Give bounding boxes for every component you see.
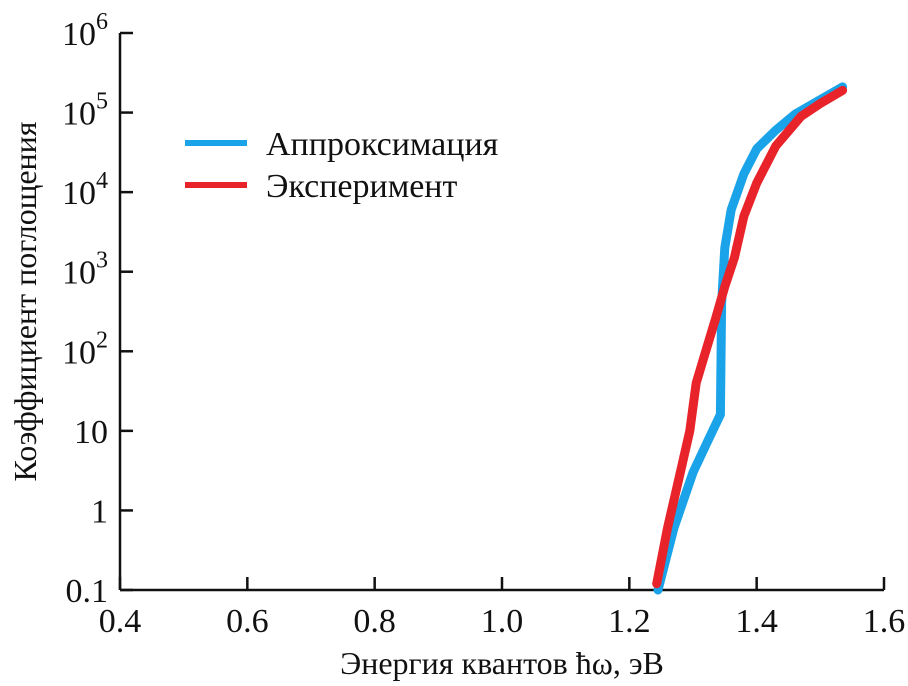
x-tick-label: 0.6 bbox=[226, 603, 269, 640]
y-tick-base: 10 bbox=[62, 255, 96, 292]
y-tick-label: 106 bbox=[62, 9, 108, 53]
y-tick-label: 103 bbox=[62, 248, 108, 292]
y-tick-label: 104 bbox=[62, 168, 108, 212]
series-layer bbox=[652, 82, 848, 595]
y-tick-exponent: 6 bbox=[96, 9, 108, 35]
x-tick-label: 1.4 bbox=[735, 603, 778, 640]
x-tick-label: 1.6 bbox=[863, 603, 906, 640]
series-line-2 bbox=[652, 85, 848, 589]
y-tick-base: 10 bbox=[74, 414, 108, 451]
y-tick-base: 10 bbox=[62, 334, 96, 371]
y-tick-label: 10 bbox=[74, 414, 108, 451]
y-tick-base: 10 bbox=[62, 16, 96, 53]
y-tick-label: 1 bbox=[91, 493, 108, 530]
axes bbox=[118, 33, 884, 592]
y-tick-exponent: 3 bbox=[96, 248, 108, 274]
y-tick-exponent: 5 bbox=[96, 89, 108, 115]
y-tick-exponent: 4 bbox=[96, 168, 108, 194]
legend: Аппроксимация Эксперимент bbox=[185, 126, 499, 205]
y-tick-base: 10 bbox=[62, 175, 96, 212]
y-tick-base: 10 bbox=[62, 96, 96, 133]
y-tick-label: 105 bbox=[62, 89, 108, 133]
series-line-1 bbox=[653, 82, 848, 595]
y-axis-label: Коэффициент поглощения bbox=[7, 121, 43, 481]
x-tick-label: 0.8 bbox=[353, 603, 396, 640]
x-ticks: 0.4 0.6 0.8 1.0 1.2 1.4 1.6 bbox=[99, 577, 906, 640]
x-tick-label: 0.4 bbox=[99, 603, 142, 640]
legend-label: Эксперимент bbox=[266, 168, 457, 205]
y-tick-exponent: 2 bbox=[96, 327, 108, 353]
y-tick-label: 102 bbox=[62, 327, 108, 371]
x-tick-label: 1.0 bbox=[481, 603, 524, 640]
x-tick-label: 1.2 bbox=[608, 603, 651, 640]
y-tick-base: 1 bbox=[91, 493, 108, 530]
legend-label: Аппроксимация bbox=[266, 126, 499, 163]
y-tick-label: 0.1 bbox=[66, 573, 109, 610]
y-tick-base: 0.1 bbox=[66, 573, 109, 610]
x-axis-label: Энергия квантов ħω, эВ bbox=[340, 645, 664, 681]
